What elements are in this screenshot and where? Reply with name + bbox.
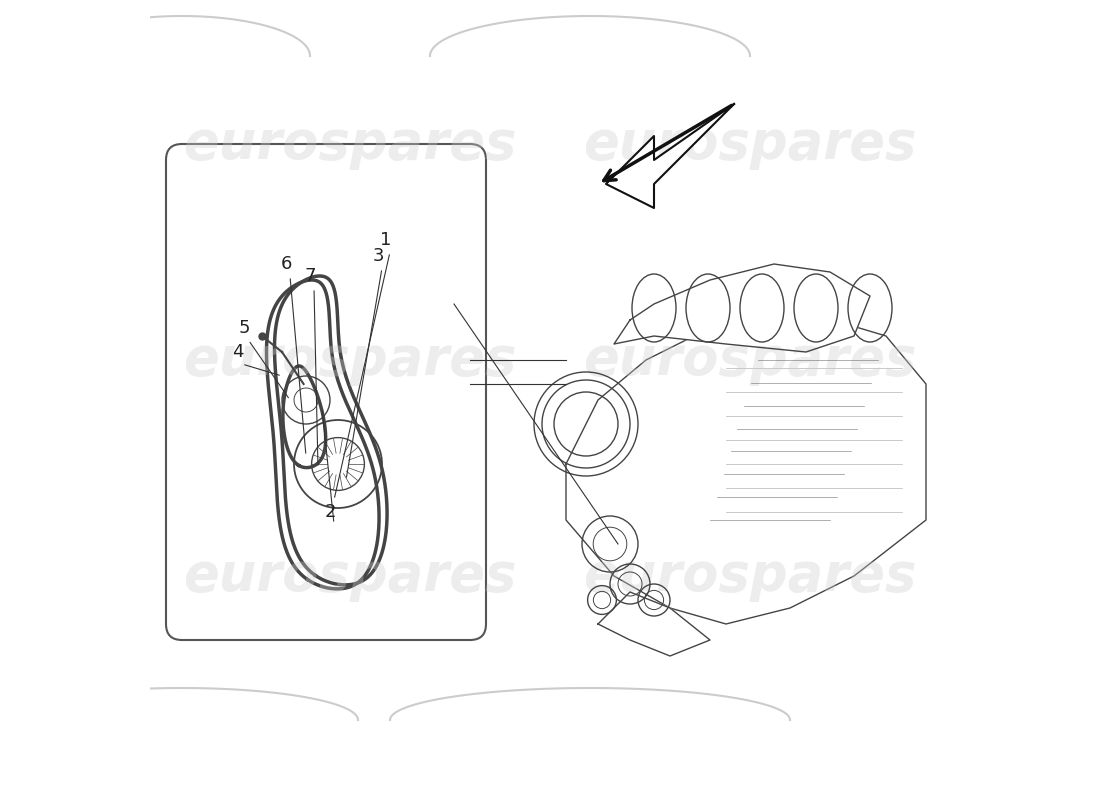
Polygon shape <box>566 312 926 624</box>
Text: 1: 1 <box>381 231 392 249</box>
Text: 4: 4 <box>232 343 244 361</box>
Polygon shape <box>598 592 710 656</box>
Text: 6: 6 <box>280 255 292 273</box>
Text: 7: 7 <box>305 267 316 285</box>
Text: 2: 2 <box>324 503 336 521</box>
Text: eurospares: eurospares <box>583 334 916 386</box>
Text: 5: 5 <box>239 319 250 337</box>
Text: 3: 3 <box>372 247 384 265</box>
Text: eurospares: eurospares <box>184 550 517 602</box>
Polygon shape <box>614 264 870 352</box>
Text: eurospares: eurospares <box>583 118 916 170</box>
FancyBboxPatch shape <box>166 144 486 640</box>
Polygon shape <box>606 104 734 208</box>
Text: eurospares: eurospares <box>583 550 916 602</box>
Text: eurospares: eurospares <box>184 334 517 386</box>
Text: eurospares: eurospares <box>184 118 517 170</box>
